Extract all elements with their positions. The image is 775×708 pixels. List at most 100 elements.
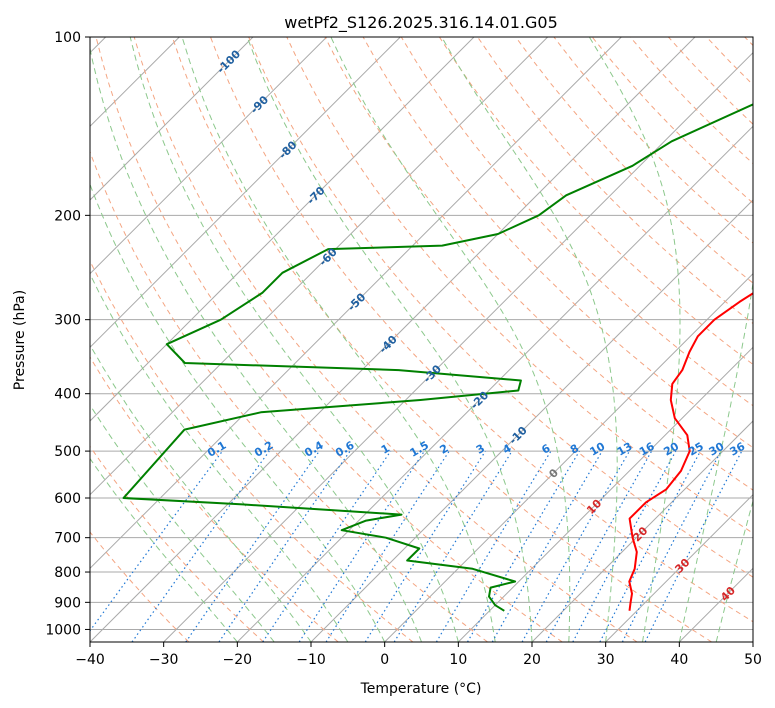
- mixing-ratio-label: 36: [727, 440, 747, 459]
- dry-adiabat-line: [668, 37, 753, 125]
- dry-adiabat-line: [133, 37, 638, 642]
- dry-adiabat-line: [90, 356, 339, 642]
- isotherm-line: [90, 37, 254, 201]
- moist-adiabat-line: [588, 37, 681, 642]
- dry-adiabat-line: [90, 531, 190, 642]
- mixing-ratio-label: 20: [661, 440, 681, 459]
- y-tick-label: 500: [54, 444, 81, 460]
- isotherm-label: -100: [215, 47, 244, 76]
- mixing-ratio-line: [644, 450, 743, 642]
- isoline-labels: 0.1 0.2 0.4 0.6 1 1.5 2 3 4 6 8 10 13 16 20 25 30 36-100-…: [205, 47, 747, 604]
- y-tick-label: 100: [54, 30, 81, 46]
- mixing-ratio-line: [131, 450, 270, 642]
- mixing-ratio-line: [218, 450, 351, 642]
- isotherm-line: [90, 37, 328, 275]
- mixing-ratio-label: 1.5: [408, 439, 431, 460]
- mixing-ratio-line: [599, 450, 702, 642]
- y-tick-label: 900: [54, 595, 81, 611]
- mixing-ratio-label: 6: [539, 441, 552, 456]
- y-axis-ticks: 100 200 300 400 500 600 700 800 900 1000: [45, 30, 90, 638]
- y-tick-label: 800: [54, 565, 81, 581]
- mixing-ratio-line: [393, 450, 513, 642]
- moist-adiabat-line: [90, 46, 422, 642]
- isotherm-line: [605, 493, 753, 642]
- isotherm-line: [236, 125, 753, 642]
- dewpoint-profile-line: [122, 103, 753, 612]
- moist-adiabat-line: [181, 37, 496, 642]
- mixing-ratio-line: [90, 450, 223, 632]
- dry-adiabat-line: [248, 37, 753, 578]
- moist-adiabat-line: [246, 37, 533, 642]
- mixing-ratio-label: 3: [474, 442, 487, 457]
- mixing-ratio-label: 2: [438, 442, 451, 457]
- dry-adiabat-line: [400, 37, 753, 407]
- x-tick-label: −30: [149, 652, 179, 668]
- dry-adiabat-line: [95, 37, 563, 642]
- x-tick-label: 30: [597, 652, 615, 668]
- x-tick-label: 10: [449, 652, 467, 668]
- y-tick-label: 400: [54, 387, 81, 403]
- x-tick-label: 0: [380, 652, 389, 668]
- moist-adiabat-line: [715, 499, 753, 642]
- dry-adiabat-line: [286, 37, 753, 534]
- moist-adiabat-line: [90, 404, 275, 642]
- mixing-ratio-label: 13: [615, 440, 635, 459]
- isotherm-line: [90, 37, 475, 422]
- moist-adiabat-line: [441, 37, 618, 642]
- x-axis-ticks: −40 −30 −20 −10 0 10 20 30 40 50: [75, 642, 762, 668]
- dry-adiabat-line: [744, 37, 753, 47]
- mixing-ratio-line: [298, 450, 425, 642]
- y-tick-label: 1000: [45, 622, 81, 638]
- dry-adiabat-line: [553, 37, 753, 244]
- moist-adiabat-line: [90, 457, 238, 642]
- dry-adiabat-line: [438, 37, 753, 366]
- mixing-ratio-line: [466, 450, 580, 642]
- isotherm-line: [752, 641, 753, 642]
- dry-adiabat-line: [90, 259, 414, 642]
- isotherm-line: [457, 346, 753, 642]
- x-tick-label: 20: [523, 652, 541, 668]
- x-tick-label: −20: [223, 652, 253, 668]
- mixing-ratio-line: [572, 450, 677, 642]
- temperature-profile-line: [628, 292, 753, 611]
- moist-adiabat-line: [90, 343, 312, 642]
- mixing-ratio-line: [364, 450, 486, 642]
- dry-adiabat-line: [90, 445, 264, 642]
- y-tick-label: 300: [54, 313, 81, 329]
- series-layer: [122, 103, 753, 612]
- isotherm-line: [90, 37, 622, 570]
- mixing-ratio-label: 0.1: [205, 439, 228, 460]
- mixing-ratio-line: [262, 450, 392, 642]
- mixing-ratio-label: 0.2: [252, 439, 275, 460]
- isotherm-line: [678, 567, 753, 642]
- plot-frame: [89, 36, 754, 643]
- x-axis-label: Temperature (°C): [360, 681, 482, 697]
- chart-title: wetPf2_S126.2025.316.14.01.G05: [284, 13, 558, 33]
- mixing-ratio-line: [521, 450, 631, 642]
- isotherm-line: [163, 51, 753, 642]
- mixing-ratio-label: 30: [707, 440, 727, 459]
- mixing-ratio-label: 0.4: [302, 438, 326, 459]
- dry-adiabat-line: [210, 37, 753, 623]
- moist-adiabat-line: [678, 280, 753, 642]
- x-tick-label: −40: [75, 652, 105, 668]
- mixing-ratio-label: 10: [587, 440, 607, 459]
- mixing-ratio-line: [185, 450, 320, 642]
- mixing-ratio-line: [325, 450, 450, 642]
- y-tick-label: 700: [54, 531, 81, 547]
- y-tick-label: 200: [54, 208, 81, 224]
- moist-adiabat-line: [129, 37, 459, 642]
- x-tick-label: −10: [296, 652, 326, 668]
- dry-adiabat-line: [706, 37, 753, 86]
- mixing-ratio-line: [435, 450, 552, 642]
- isotherm-line: [90, 37, 401, 349]
- isotherm-line: [531, 420, 753, 642]
- x-tick-label: 40: [670, 652, 688, 668]
- isotherm-line: [384, 272, 753, 642]
- mixing-ratio-label: 8: [568, 442, 581, 457]
- moist-adiabat-line: [330, 37, 571, 642]
- x-tick-label: 50: [744, 652, 762, 668]
- mixing-ratio-label: 16: [637, 440, 657, 459]
- isotherm-line: [90, 37, 549, 496]
